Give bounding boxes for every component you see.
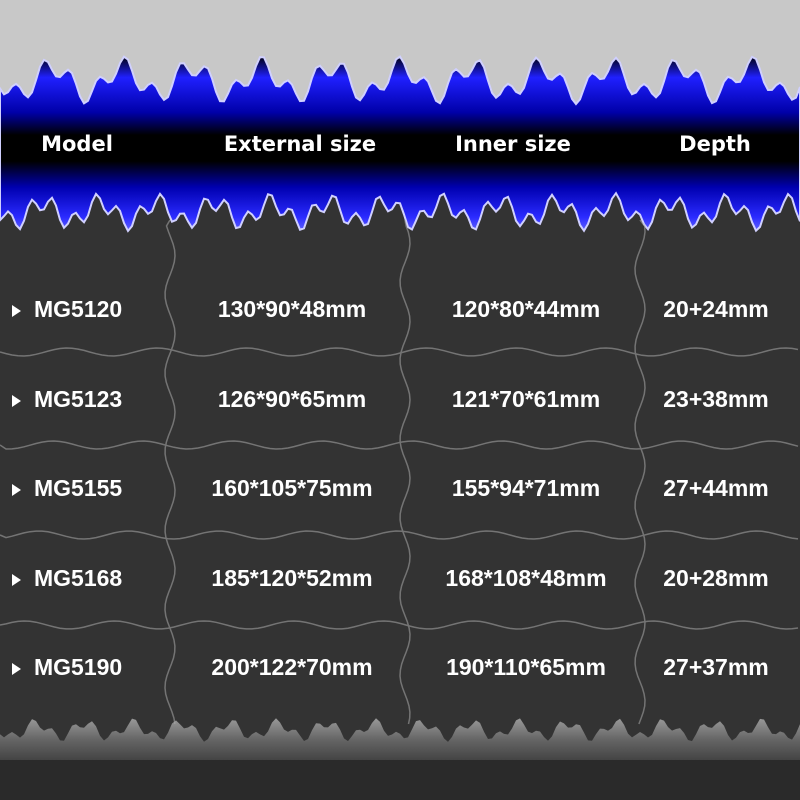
footer-wave xyxy=(0,718,800,760)
model-cell: MG5168 xyxy=(34,565,122,591)
row-marker xyxy=(12,663,21,675)
model-cell: MG5190 xyxy=(34,654,122,680)
size-cell: 168*108*48mm xyxy=(445,565,606,591)
size-cell: 200*122*70mm xyxy=(211,654,372,680)
table-body: Model External size Inner size Depth MG5120 1… xyxy=(12,132,769,680)
header-wave xyxy=(0,55,800,233)
row-marker xyxy=(12,395,21,407)
column-header: Depth xyxy=(679,132,751,156)
row-marker xyxy=(12,574,21,586)
size-cell: 121*70*61mm xyxy=(452,386,600,412)
size-cell: 27+44mm xyxy=(663,475,769,501)
row-marker xyxy=(12,484,21,496)
grid-line xyxy=(0,620,799,630)
size-cell: 130*90*48mm xyxy=(218,296,366,322)
size-cell: 160*105*75mm xyxy=(211,475,372,501)
size-cell: 185*120*52mm xyxy=(211,565,372,591)
size-cell: 120*80*44mm xyxy=(452,296,600,322)
size-cell: 155*94*71mm xyxy=(452,475,600,501)
column-header: External size xyxy=(224,132,376,156)
grid-line xyxy=(634,219,646,725)
column-header: Inner size xyxy=(455,132,571,156)
column-header: Model xyxy=(41,132,113,156)
grid-line xyxy=(0,440,799,450)
grid-line xyxy=(0,347,799,357)
size-cell: 20+28mm xyxy=(663,565,769,591)
size-cell: 20+24mm xyxy=(663,296,769,322)
bottom-band xyxy=(0,760,800,800)
size-cell: 27+37mm xyxy=(663,654,769,680)
grid-line xyxy=(399,219,411,725)
size-cell: 23+38mm xyxy=(663,386,769,412)
size-cell: 190*110*65mm xyxy=(446,654,606,680)
grid xyxy=(0,219,799,725)
grid-line xyxy=(164,219,176,725)
size-cell: 126*90*65mm xyxy=(218,386,366,412)
model-cell: MG5155 xyxy=(34,475,122,501)
model-cell: MG5123 xyxy=(34,386,122,412)
row-marker xyxy=(12,305,21,317)
grid-line xyxy=(0,530,799,540)
model-cell: MG5120 xyxy=(34,296,122,322)
